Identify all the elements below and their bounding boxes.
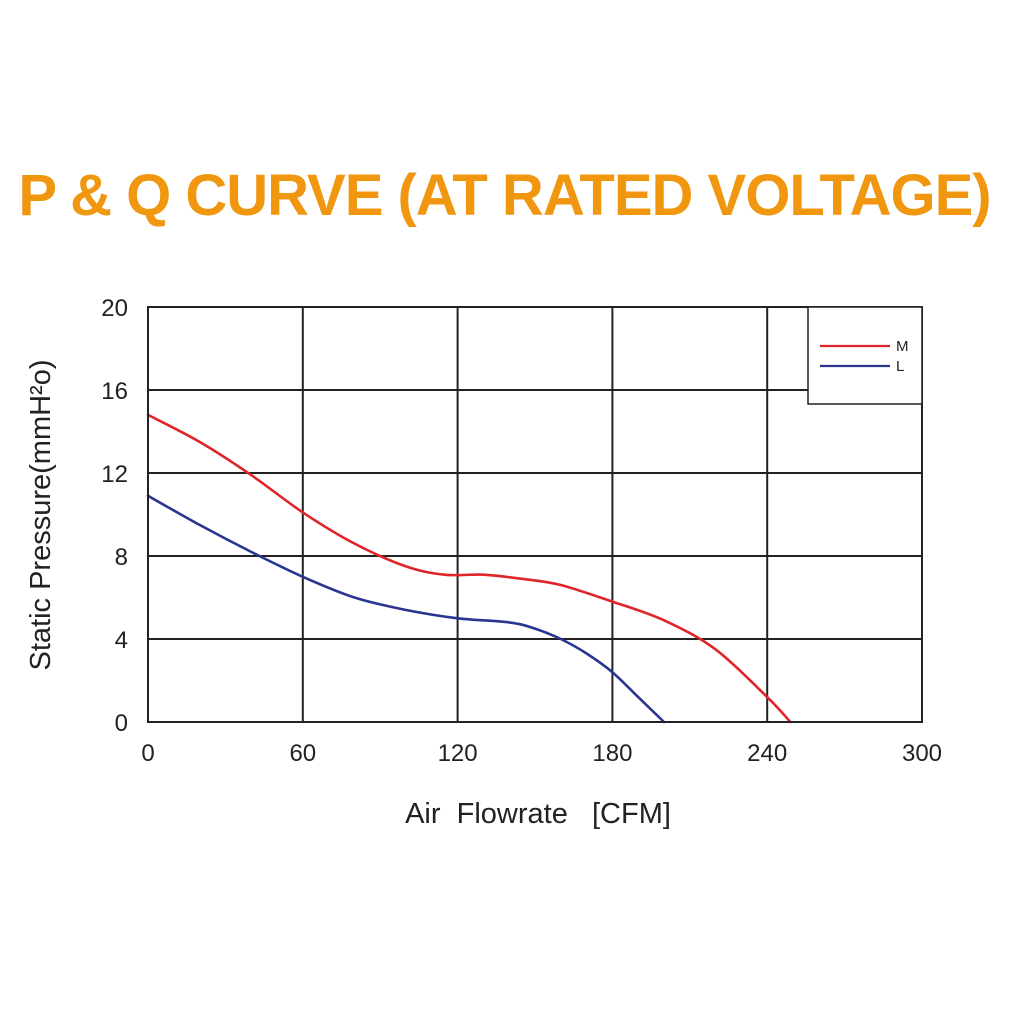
chart-title: P & Q CURVE (AT RATED VOLTAGE)	[18, 163, 991, 228]
x-tick-label: 60	[289, 740, 316, 767]
x-tick-label: 180	[592, 740, 632, 767]
y-tick-label: 12	[101, 461, 128, 488]
y-tick-label: 16	[101, 378, 128, 405]
x-axis-title: Air Flowrate [CFM]	[405, 798, 671, 830]
grid	[148, 307, 922, 722]
series-line-l	[146, 494, 666, 724]
legend: ML	[807, 306, 923, 405]
y-tick-label: 20	[101, 295, 128, 322]
series-lines	[146, 413, 792, 724]
y-axis-title: Static Pressure(mmH²o)	[25, 360, 57, 671]
tick-labels: 0 60 120 180 240 300 0 4 8 12 16 20	[101, 295, 942, 767]
legend-label-l: L	[896, 358, 904, 375]
legend-box	[807, 306, 923, 405]
x-tick-label: 240	[747, 740, 787, 767]
y-tick-label: 0	[115, 710, 128, 737]
x-tick-label: 120	[438, 740, 478, 767]
plot-frame	[147, 306, 923, 723]
legend-label-m: M	[896, 338, 909, 355]
y-tick-label: 4	[115, 627, 128, 654]
x-tick-label: 0	[141, 740, 154, 767]
y-tick-label: 8	[115, 544, 128, 571]
series-line-m	[146, 413, 792, 724]
x-tick-label: 300	[902, 740, 942, 767]
